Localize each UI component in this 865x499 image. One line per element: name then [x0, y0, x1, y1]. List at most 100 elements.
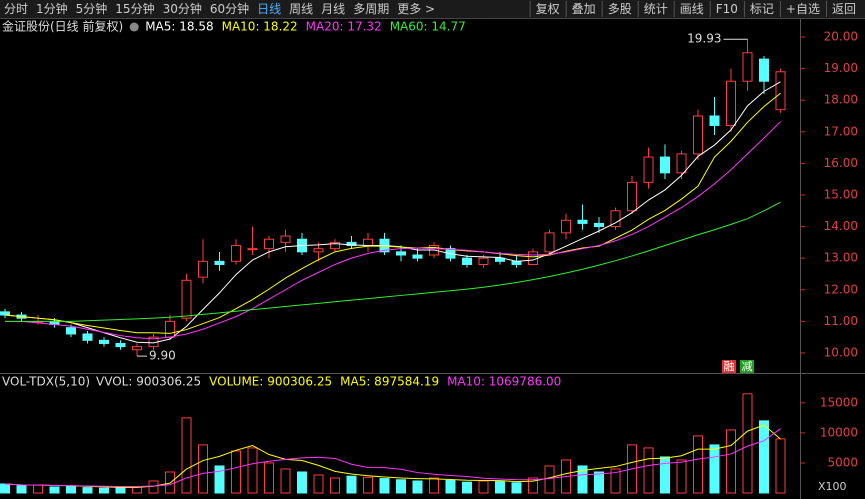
tag: 融: [724, 360, 735, 373]
y-tick-label: 11.00: [824, 314, 858, 328]
toolbar-button[interactable]: 画线: [680, 2, 704, 16]
toolbar-tab[interactable]: 5分钟: [76, 1, 108, 16]
legend-entry: MA10: 1069786.00: [447, 375, 561, 389]
candle-body: [412, 254, 423, 259]
volume-bar: [660, 456, 670, 494]
toolbar-tab[interactable]: 60分钟: [210, 1, 249, 16]
toolbar-tab[interactable]: 分时: [4, 2, 28, 16]
volume-bar: [99, 487, 109, 494]
candle-body: [660, 156, 670, 174]
volume-bar: [198, 444, 208, 494]
candle-body: [478, 257, 489, 265]
y-tick-label: 15.00: [824, 187, 858, 201]
annotation: 19.93: [687, 32, 721, 46]
y-tick-label: 15000: [820, 395, 858, 409]
toolbar-button[interactable]: 统计: [644, 2, 668, 16]
volume-bar: [759, 420, 769, 494]
y-tick-label: 17.00: [824, 124, 858, 138]
ma-line: [5, 201, 781, 322]
candle-body: [0, 311, 10, 316]
candle-body: [346, 241, 357, 247]
volume-bar: [66, 485, 76, 494]
volume-bar: [247, 447, 258, 494]
volume-bar: [528, 477, 538, 494]
candle-body: [693, 115, 703, 155]
volume-bar: [214, 465, 225, 494]
volume-bar: [280, 468, 291, 494]
ma-line: [4, 92, 781, 334]
volume-bar: [544, 465, 555, 494]
toolbar-button[interactable]: +自选: [786, 2, 820, 16]
candle-body: [66, 327, 76, 335]
candle-body: [330, 241, 340, 250]
candle-body: [726, 80, 736, 126]
candle-body: [198, 260, 208, 278]
toolbar-tab[interactable]: 日线: [257, 2, 281, 16]
volume-bar: [115, 487, 126, 494]
volume-bar: [462, 481, 472, 494]
volume-bar: [726, 429, 736, 494]
candle-body: [115, 342, 126, 348]
candle-body: [214, 260, 225, 265]
candle-body: [396, 251, 406, 256]
tag-box: [740, 360, 754, 373]
candle-body: [742, 52, 753, 82]
volume-bar: [132, 486, 142, 494]
candle-body: [627, 181, 637, 212]
volume-bar: [775, 438, 786, 494]
candle-body: [643, 156, 654, 183]
candle-body: [775, 71, 786, 111]
toolbar-button[interactable]: 叠加: [572, 2, 596, 16]
candle-body: [165, 320, 175, 338]
y-tick-label: 10000: [820, 425, 858, 439]
candle-body: [676, 153, 687, 174]
toolbar-tab[interactable]: 周线: [289, 2, 313, 16]
y-tick-label: 16.00: [824, 156, 858, 170]
toolbar-button[interactable]: F10: [716, 2, 738, 16]
volume-bar: [181, 417, 192, 494]
toolbar-button[interactable]: 复权: [536, 2, 560, 16]
panel-title: VOL-TDX(5,10): [2, 375, 90, 389]
volume-bar: [16, 485, 27, 494]
toolbar-tab[interactable]: 1分钟: [36, 1, 68, 16]
candle-body: [561, 219, 571, 234]
volume-bar: [49, 486, 60, 494]
volume-bar: [577, 465, 588, 494]
y-tick-label: 14.00: [824, 219, 858, 233]
legend-entry: MA5: 18.58: [145, 20, 213, 34]
legend-entry: MA20: 17.32: [306, 20, 382, 34]
toolbar-button[interactable]: 返回: [832, 2, 856, 16]
toolbar-tab[interactable]: 月线: [321, 2, 345, 16]
legend-entry: VOLUME: 900306.25: [209, 375, 332, 389]
volume-bar: [676, 459, 687, 494]
candle-body: [280, 235, 291, 243]
candle-body: [577, 219, 588, 224]
volume-bar: [478, 480, 489, 494]
volume-bar: [313, 474, 324, 494]
candle-body: [363, 238, 373, 247]
volume-bar: [33, 484, 43, 494]
toolbar-tab[interactable]: 15分钟: [115, 1, 154, 16]
volume-bar: [709, 444, 720, 494]
volume-bar: [412, 480, 423, 494]
toolbar-button[interactable]: 多股: [608, 2, 632, 16]
tag: 减: [742, 360, 753, 373]
volume-bar: [330, 477, 340, 494]
volume-bar: [643, 447, 654, 494]
y-tick-label: 20.00: [824, 30, 858, 44]
unit-label: X100: [818, 480, 847, 493]
candle-body: [594, 222, 604, 228]
volume-bar: [429, 477, 439, 494]
candle-body: [709, 115, 720, 126]
toolbar-button[interactable]: 标记: [750, 2, 774, 16]
candle-body: [544, 232, 555, 253]
toolbar-tab[interactable]: 多周期: [353, 2, 389, 16]
toolbar-tab[interactable]: 30分钟: [163, 1, 202, 16]
candle-body: [610, 210, 621, 228]
volume-bar: [346, 475, 357, 494]
toolbar-tab[interactable]: 更多 >: [397, 2, 435, 16]
volume-bar: [742, 393, 753, 494]
y-tick-label: 5000: [827, 455, 858, 469]
volume-bar: [693, 435, 703, 494]
